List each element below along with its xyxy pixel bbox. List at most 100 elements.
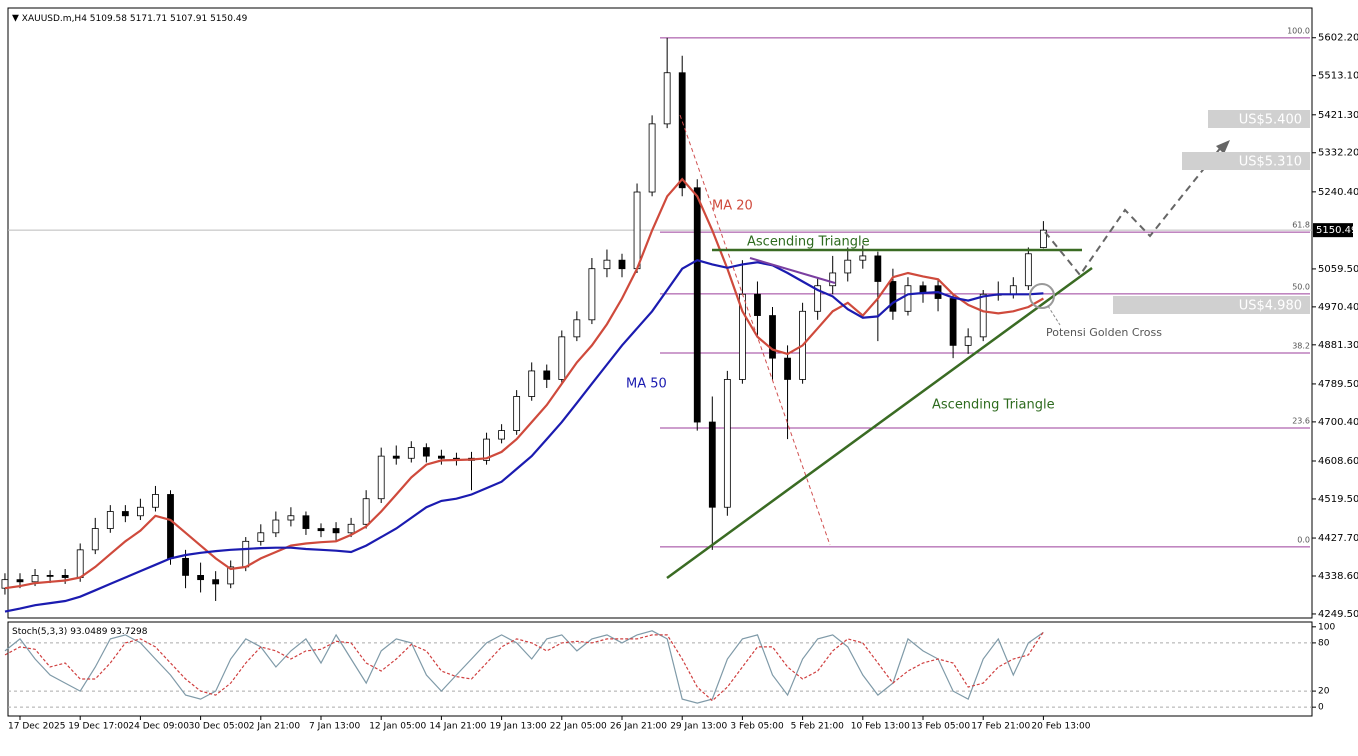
y-tick-label: 4970.40 (1318, 302, 1358, 313)
candle-body (31, 575, 39, 583)
y-tick-label: 4700.40 (1318, 417, 1358, 428)
price-tag-label: 5150.49 (1316, 225, 1357, 236)
pattern-label: Ascending Triangle (932, 398, 1055, 413)
y-tick-label: 5421.30 (1318, 110, 1358, 121)
x-tick-label: 29 Jan 13:00 (670, 722, 727, 732)
y-tick-label: 4881.30 (1318, 340, 1358, 351)
projection-path (1044, 145, 1223, 277)
y-tick-label: 5513.10 (1318, 71, 1358, 82)
candle-body (618, 259, 626, 270)
x-tick-label: 19 Jan 13:00 (490, 722, 547, 732)
x-tick-label: 30 Dec 05:00 (189, 722, 250, 732)
candle-body (513, 396, 521, 431)
projection-arrowhead (1216, 140, 1230, 154)
candle-body (588, 268, 596, 321)
candle-body (979, 293, 987, 338)
y-tick-label: 4249.50 (1318, 609, 1358, 620)
d-value: 93.7298 (110, 627, 147, 637)
candle-body (874, 255, 882, 282)
fib-label: 0.0 (1297, 535, 1310, 544)
candle-body (708, 421, 716, 508)
plot-layer: 5602.20 5513.10 5421.30 5332.20 5240.40 5059.… (1, 26, 1358, 732)
candle-body (889, 281, 897, 312)
cross-marker (1029, 283, 1055, 309)
price-tag (1313, 223, 1353, 238)
target-box (1208, 110, 1310, 128)
symbol: XAUUSD.m,H4 (22, 14, 87, 24)
candle-body (106, 511, 114, 529)
candle-body (829, 272, 837, 287)
candle-body (91, 528, 99, 551)
target-label: US$5.310 (1239, 155, 1302, 170)
candle-body (663, 72, 671, 125)
candle-body (121, 511, 129, 517)
y-tick-label: 4789.50 (1318, 379, 1358, 390)
indicator-name: Stoch(5,3,3) (12, 627, 67, 637)
y-tick-label: 4608.60 (1318, 456, 1358, 467)
candle-body (407, 447, 415, 459)
indicator-header: Stoch(5,3,3) 93.0489 93.7298 (12, 627, 148, 637)
trend-line (749, 257, 836, 284)
stoch-line (4, 631, 1044, 702)
cross-label: Potensi Golden Cross (1046, 326, 1162, 339)
k-value: 93.0489 (70, 627, 107, 637)
fib-label: 38.2 (1292, 342, 1310, 351)
x-tick-label: 14 Jan 21:00 (429, 722, 486, 732)
cross-leader (1047, 305, 1061, 326)
fib-label: 100.0 (1287, 26, 1310, 35)
candle-body (859, 255, 867, 261)
fib-guide (679, 114, 831, 546)
candle-body (678, 72, 686, 189)
chart-header: ▼ XAUUSD.m,H4 5109.58 5171.71 5107.91 51… (12, 14, 248, 24)
target-box (1182, 152, 1310, 170)
candle-body (302, 515, 310, 529)
stoch-tick-label: 80 (1318, 638, 1330, 648)
y-tick-label: 5602.20 (1318, 33, 1358, 44)
candle-body (182, 557, 189, 576)
candle-body (212, 579, 220, 585)
fib-label: 61.8 (1292, 221, 1310, 230)
candle-body (633, 191, 641, 270)
candle-body (483, 438, 490, 461)
x-tick-label: 24 Dec 09:00 (128, 722, 189, 732)
x-tick-label: 3 Feb 05:00 (730, 722, 784, 732)
open: 5109.58 (90, 14, 127, 24)
candle-body (272, 519, 280, 534)
candle-body (392, 455, 400, 459)
x-tick-label: 13 Feb 05:00 (911, 722, 970, 732)
candle-body (46, 575, 54, 577)
candle-body (422, 447, 430, 457)
x-tick-label: 19 Dec 17:00 (68, 722, 129, 732)
x-tick-label: 12 Jan 05:00 (369, 722, 426, 732)
candle-body (528, 370, 536, 397)
candle-body (814, 285, 822, 312)
fib-label: 23.6 (1292, 417, 1310, 426)
candle-body (693, 187, 701, 423)
candle-body (573, 319, 581, 338)
x-tick-label: 20 Feb 13:00 (1031, 722, 1090, 732)
fib-label: 50.0 (1292, 282, 1310, 291)
candle-body (136, 506, 144, 517)
target-label: US$5.400 (1239, 113, 1302, 128)
candle-body (317, 528, 325, 532)
stoch-line (4, 630, 1044, 704)
candle-body (347, 523, 355, 534)
candle-body (769, 315, 776, 359)
candle-body (904, 285, 912, 312)
x-tick-label: 22 Jan 05:00 (550, 722, 607, 732)
candle-body (1, 579, 9, 589)
candle-body (61, 575, 69, 578)
candle-body (152, 494, 159, 508)
candle-body (16, 579, 24, 583)
low: 5107.91 (170, 14, 207, 24)
moving-average (4, 259, 1044, 613)
main-panel (7, 7, 1313, 619)
y-tick-label: 4338.60 (1318, 571, 1358, 582)
candle-body (377, 455, 385, 500)
candle-body (227, 566, 235, 585)
stoch-panel (7, 621, 1313, 717)
stoch-tick-label: 20 (1318, 687, 1330, 697)
candle-body (949, 298, 957, 346)
candle-body (723, 379, 731, 508)
